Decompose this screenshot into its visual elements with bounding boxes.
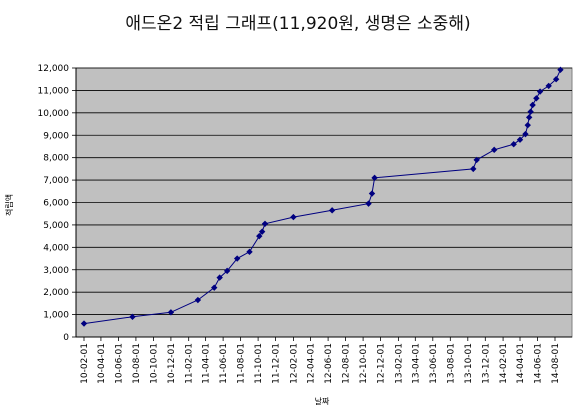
x-tick-label: 10-12-01 bbox=[167, 343, 177, 384]
y-tick-label: 3,000 bbox=[43, 266, 69, 276]
data-point-marker bbox=[371, 174, 378, 182]
data-point-marker bbox=[256, 232, 263, 240]
x-tick-label: 14-04-01 bbox=[516, 343, 526, 384]
data-point-marker bbox=[290, 213, 297, 221]
data-point-marker bbox=[527, 108, 534, 115]
data-point-marker bbox=[129, 313, 136, 321]
x-tick-label: 13-08-01 bbox=[446, 343, 456, 384]
data-point-marker bbox=[211, 284, 218, 291]
data-point-marker bbox=[516, 136, 524, 143]
data-point-marker bbox=[525, 114, 533, 121]
y-tick-label: 6,000 bbox=[43, 199, 69, 209]
x-tick-label: 12-08-01 bbox=[342, 343, 352, 384]
data-point-marker bbox=[365, 200, 372, 207]
x-tick-label: 12-12-01 bbox=[377, 343, 387, 384]
y-tick-label: 9,000 bbox=[43, 131, 69, 141]
y-tick-label: 10,000 bbox=[38, 109, 70, 119]
data-point-marker bbox=[167, 309, 175, 316]
y-tick-label: 11,000 bbox=[38, 86, 70, 96]
data-point-marker bbox=[470, 165, 477, 173]
data-point-marker bbox=[510, 141, 517, 148]
x-tick-label: 10-08-01 bbox=[132, 343, 142, 384]
x-tick-label: 12-10-01 bbox=[359, 343, 369, 384]
x-tick-label: 11-04-01 bbox=[202, 343, 212, 384]
x-tick-label: 10-06-01 bbox=[114, 343, 124, 384]
x-tick-label: 11-02-01 bbox=[185, 343, 195, 384]
y-tick-label: 7,000 bbox=[43, 176, 69, 186]
y-tick-label: 4,000 bbox=[43, 243, 69, 253]
x-tick-label: 11-12-01 bbox=[272, 343, 282, 384]
x-tick-label: 10-02-01 bbox=[80, 343, 90, 384]
y-tick-label: 12,000 bbox=[38, 64, 70, 74]
data-point-marker bbox=[522, 130, 529, 138]
y-tick-label: 1,000 bbox=[43, 311, 69, 321]
data-point-marker bbox=[473, 156, 480, 164]
x-axis-label: 날짜 bbox=[315, 396, 330, 406]
data-point-marker bbox=[533, 95, 540, 102]
y-tick-label: 5,000 bbox=[43, 221, 69, 231]
data-point-marker bbox=[536, 88, 544, 95]
x-tick-label: 14-02-01 bbox=[499, 343, 509, 384]
data-point-marker bbox=[490, 146, 498, 154]
data-point-marker bbox=[233, 255, 241, 262]
data-point-marker bbox=[216, 274, 223, 281]
x-tick-label: 10-04-01 bbox=[97, 343, 107, 384]
series-markers bbox=[80, 66, 564, 327]
x-tick-label: 11-06-01 bbox=[219, 343, 229, 384]
x-tick-label: 11-08-01 bbox=[237, 343, 247, 384]
data-point-marker bbox=[529, 101, 536, 109]
x-tick-labels: 10-02-01 10-04-01 10-06-01 10-08-01 10-10-01… bbox=[80, 337, 561, 384]
x-tick-label: 13-04-01 bbox=[411, 343, 421, 384]
chart-title: 애드온2 적립 그래프(11,920원, 생명은 소중해) bbox=[125, 14, 470, 34]
data-point-marker bbox=[557, 66, 564, 73]
data-point-marker bbox=[552, 76, 560, 83]
y-tick-label: 2,000 bbox=[43, 288, 69, 298]
x-tick-label: 14-08-01 bbox=[551, 343, 561, 384]
data-point-marker bbox=[194, 296, 202, 304]
data-point-marker bbox=[258, 228, 266, 235]
y-tick-label: 0 bbox=[63, 333, 69, 343]
x-tick-label: 11-10-01 bbox=[254, 343, 264, 384]
x-tick-label: 13-12-01 bbox=[481, 343, 491, 384]
data-point-marker bbox=[246, 248, 253, 256]
data-point-marker bbox=[524, 121, 531, 129]
x-tick-label: 10-10-01 bbox=[149, 343, 159, 384]
data-point-marker bbox=[80, 320, 88, 327]
x-tick-label: 12-02-01 bbox=[289, 343, 299, 384]
x-tick-label: 14-06-01 bbox=[534, 343, 544, 384]
y-tick-label: 8,000 bbox=[43, 154, 69, 164]
data-point-marker bbox=[261, 220, 269, 227]
data-point-marker bbox=[545, 82, 552, 90]
y-axis-label: 적립액 bbox=[4, 194, 14, 216]
x-tick-label: 13-06-01 bbox=[429, 343, 439, 384]
data-point-marker bbox=[368, 190, 376, 197]
x-tick-label: 13-02-01 bbox=[394, 343, 404, 384]
data-point-marker bbox=[328, 207, 336, 214]
x-tick-label: 12-04-01 bbox=[307, 343, 317, 384]
axes bbox=[75, 68, 572, 338]
y-tick-labels: 0 1,000 2,000 3,000 4,000 5,000 6,000 7,000 8,00… bbox=[38, 64, 70, 343]
data-point-marker bbox=[223, 267, 231, 275]
x-tick-label: 13-10-01 bbox=[464, 343, 474, 384]
x-tick-label: 12-06-01 bbox=[324, 343, 334, 384]
